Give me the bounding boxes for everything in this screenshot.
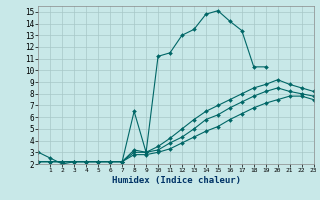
X-axis label: Humidex (Indice chaleur): Humidex (Indice chaleur) xyxy=(111,176,241,185)
